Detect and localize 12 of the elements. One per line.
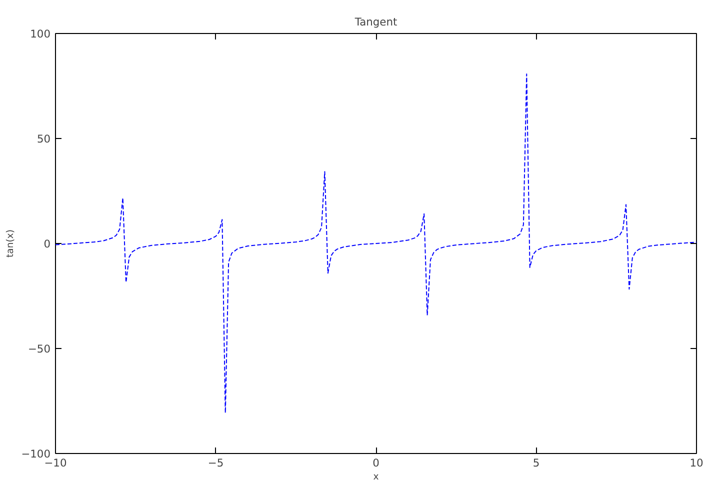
y-tick-label: 50: [36, 132, 51, 146]
x-tick-label: 5: [532, 456, 540, 470]
x-tick-label: 0: [372, 456, 380, 470]
y-tick-label: −50: [28, 342, 51, 356]
x-tick-label: −5: [208, 456, 224, 470]
x-axis-title: x: [373, 472, 380, 482]
y-axis-title: tan(x): [5, 229, 16, 258]
y-tick-label: 100: [30, 28, 51, 40]
x-tick-label: 10: [690, 456, 704, 470]
y-tick-label: 0: [44, 238, 51, 250]
chart-title: Tangent: [354, 16, 398, 28]
line-series: [56, 74, 696, 414]
